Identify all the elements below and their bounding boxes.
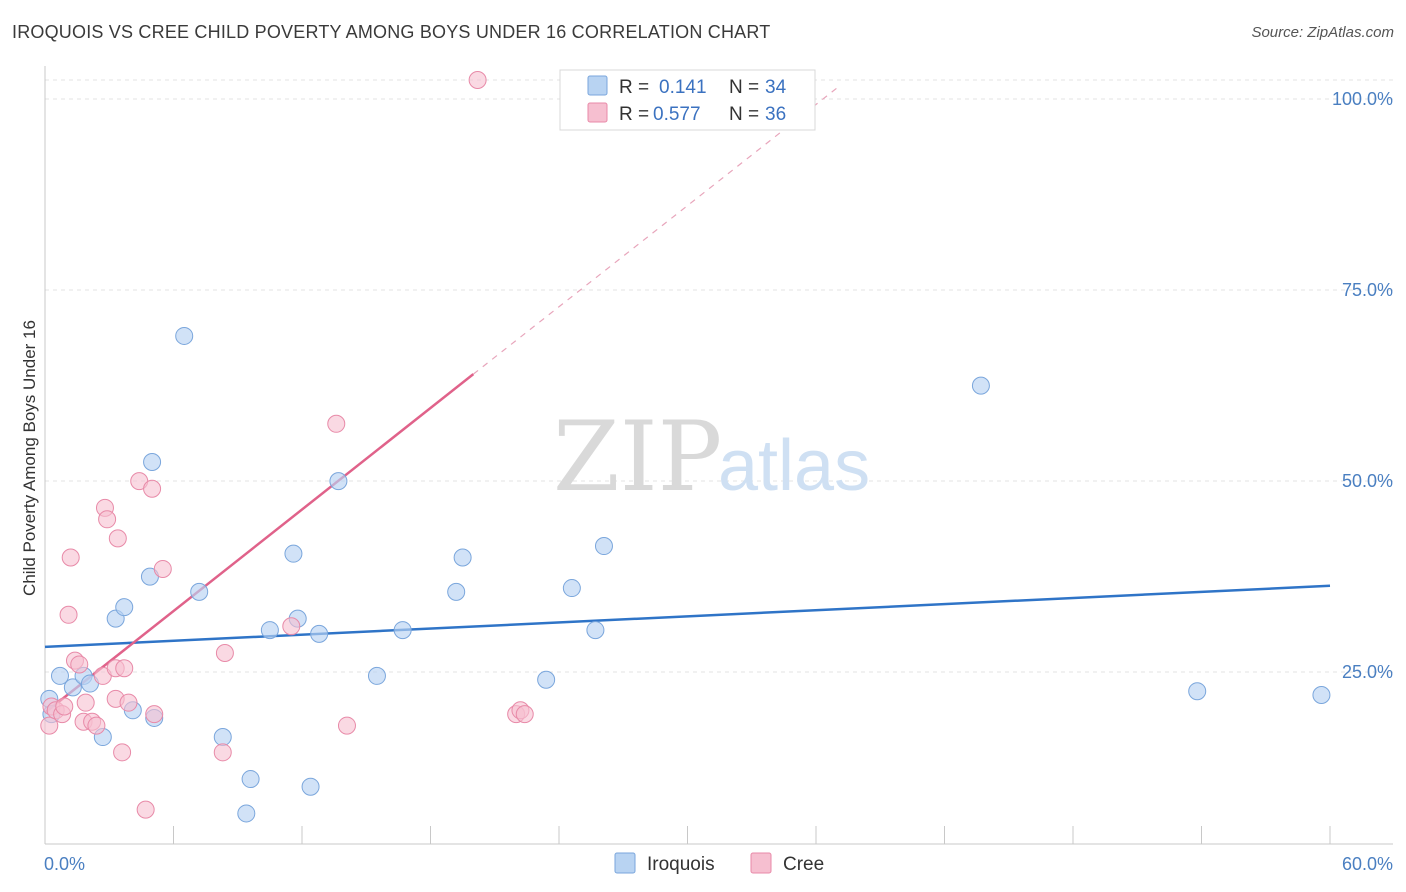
point-cree	[153, 559, 172, 578]
point-cree	[145, 705, 164, 724]
point-cree	[108, 529, 127, 548]
point-iroquois	[115, 598, 134, 617]
point-iroquois	[310, 624, 329, 643]
y-tick-labels: 25.0% 50.0% 75.0% 100.0%	[1332, 89, 1393, 682]
bottom-legend-swatch-cree	[750, 852, 772, 874]
point-iroquois	[241, 770, 260, 789]
trend-line-iroquois	[44, 584, 1331, 649]
point-iroquois	[562, 579, 581, 598]
point-cree	[87, 716, 106, 735]
trend-line-cree	[44, 373, 475, 714]
trend-lines	[44, 87, 1331, 714]
point-cree	[113, 743, 132, 762]
y-tick-label-50: 50.0%	[1342, 471, 1393, 491]
point-iroquois	[50, 666, 69, 685]
legend-n-value-cree: 36	[765, 104, 786, 125]
bottom-legend-label-cree: Cree	[783, 854, 824, 875]
point-iroquois	[143, 453, 162, 471]
point-cree	[282, 617, 301, 636]
point-cree	[515, 705, 534, 724]
y-tick-label-25: 25.0%	[1342, 662, 1393, 682]
bottom-legend-label-iroquois: Iroquois	[647, 854, 715, 875]
point-cree	[70, 655, 89, 674]
point-iroquois	[586, 621, 605, 640]
legend-n-label-iroquois: N =	[729, 77, 759, 98]
point-iroquois	[284, 544, 303, 563]
legend-n-value-iroquois: 34	[765, 77, 787, 98]
point-iroquois	[213, 728, 232, 747]
point-cree	[115, 659, 134, 678]
point-iroquois	[190, 582, 209, 601]
legend-r-label-cree: R =	[619, 104, 649, 125]
watermark: ZIP atlas	[553, 401, 870, 513]
x-tick-label-max: 60.0%	[1342, 854, 1393, 874]
point-cree	[61, 548, 80, 567]
y-axis-label: Child Poverty Among Boys Under 16	[20, 320, 39, 596]
legend-r-value-cree: 0.577	[653, 104, 701, 125]
point-cree	[213, 743, 232, 762]
point-cree	[40, 716, 59, 735]
point-iroquois	[260, 621, 279, 640]
point-iroquois	[237, 804, 256, 823]
point-cree	[119, 693, 138, 712]
point-cree	[55, 697, 74, 716]
point-cree	[143, 479, 162, 498]
watermark-atlas: atlas	[718, 426, 870, 506]
point-iroquois	[971, 376, 990, 395]
source-credit: Source: ZipAtlas.com	[1251, 24, 1394, 41]
point-iroquois	[329, 472, 348, 491]
legend-swatch-cree	[587, 102, 608, 123]
legend-r-label-iroquois: R =	[619, 77, 649, 98]
point-iroquois	[453, 548, 472, 567]
x-tick-label-min: 0.0%	[44, 854, 85, 874]
point-cree	[98, 510, 117, 529]
point-cree	[468, 71, 487, 89]
point-iroquois	[537, 670, 556, 689]
legend-box: R = 0.141 N = 34 R = 0.577 N = 36	[559, 69, 816, 131]
legend-r-value-iroquois: 0.141	[659, 77, 707, 98]
bottom-legend: Iroquois Cree	[614, 852, 824, 875]
point-iroquois	[63, 678, 82, 697]
legend-n-label-cree: N =	[729, 104, 759, 125]
y-tick-label-75: 75.0%	[1342, 280, 1393, 300]
point-iroquois	[175, 326, 194, 345]
data-points	[40, 71, 1331, 823]
grid-lines	[45, 79, 1393, 673]
watermark-zip: ZIP	[553, 401, 722, 513]
point-cree	[337, 716, 356, 735]
point-iroquois	[1188, 682, 1207, 701]
point-cree	[136, 800, 155, 819]
point-iroquois	[1312, 686, 1331, 705]
y-tick-label-100: 100.0%	[1332, 89, 1393, 109]
point-iroquois	[594, 537, 613, 556]
point-cree	[76, 693, 95, 712]
point-cree	[215, 644, 234, 662]
legend-swatch-iroquois	[587, 75, 608, 96]
point-cree	[59, 605, 78, 624]
point-iroquois	[301, 777, 320, 796]
point-cree	[327, 414, 346, 433]
point-iroquois	[393, 621, 412, 640]
point-iroquois	[367, 666, 386, 685]
point-iroquois	[447, 582, 466, 601]
trend-line-cree-extension	[472, 87, 838, 375]
chart-title: IROQUOIS VS CREE CHILD POVERTY AMONG BOY…	[12, 22, 771, 42]
bottom-legend-swatch-iroquois	[614, 852, 636, 874]
